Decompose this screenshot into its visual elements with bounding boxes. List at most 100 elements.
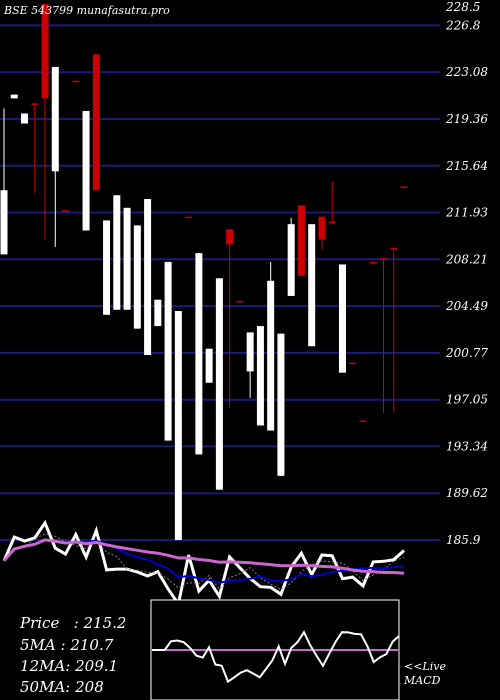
ma12-readout: 12MA: 209.1 [20, 657, 119, 675]
chart-title: BSE 543799 munafasutra.pro [4, 4, 170, 17]
y-tick-label: 189.62 [446, 486, 488, 500]
macd-line [152, 630, 400, 684]
candle-body [256, 326, 264, 426]
indicator-lines [2, 519, 406, 608]
candles [0, 4, 408, 540]
candle [236, 300, 244, 303]
candle [308, 224, 316, 347]
candle-body [287, 224, 295, 296]
candle [297, 205, 305, 276]
candle [369, 261, 377, 264]
candle [379, 258, 387, 413]
candle [21, 113, 29, 124]
candle [51, 66, 59, 247]
candle [72, 80, 80, 83]
candle [195, 253, 203, 455]
candle-body [349, 362, 357, 365]
ma12-value: 209.1 [75, 657, 119, 675]
macd-label: MACD [404, 674, 441, 687]
candle [267, 261, 275, 431]
candle [154, 299, 162, 327]
candle-body [82, 110, 90, 231]
price-line [2, 519, 406, 608]
ma5-readout: 5MA : 210.7 [20, 636, 114, 654]
candle-body [215, 278, 223, 490]
y-axis-labels: 228.5 226.8 223.08 219.36 215.64 211.93 208.21… [445, 0, 488, 547]
candle-body [10, 94, 18, 99]
candle-body [297, 205, 305, 276]
y-tick-label: 226.8 [445, 18, 481, 32]
price-readout: Price : 215.2 [20, 614, 127, 632]
y-tick-label: 228.5 [445, 0, 480, 14]
candle-body [92, 54, 100, 191]
candle-body [318, 216, 326, 240]
y-tick-label: 197.05 [446, 393, 488, 407]
candle [144, 199, 152, 356]
candle-body [113, 195, 121, 310]
candle [277, 333, 285, 476]
candle-body [154, 299, 162, 327]
ma50-readout: 50MA: 208 [20, 678, 104, 696]
candle-body [195, 253, 203, 455]
candle [390, 248, 398, 413]
y-tick-label: 219.36 [445, 112, 488, 126]
candle-body [359, 420, 367, 422]
candle-body [369, 261, 377, 264]
candle [10, 94, 18, 99]
candle-body [277, 333, 285, 476]
price-label: Price [20, 614, 60, 632]
candle-body [164, 261, 172, 441]
ma50-value: 208 [75, 678, 104, 696]
ma5-label: 5MA [20, 636, 56, 654]
candle [113, 195, 121, 310]
candle-body [0, 190, 8, 255]
candle [31, 103, 39, 193]
ma5-value: 210.7 [70, 636, 114, 654]
candle [82, 110, 90, 231]
candle [246, 332, 254, 398]
candle [287, 217, 295, 296]
candle-body [390, 248, 398, 250]
candle-body [308, 224, 316, 347]
candle-body [400, 186, 408, 188]
ma50-label: 50MA [20, 678, 66, 696]
candle-body [328, 221, 336, 224]
candle [164, 261, 172, 441]
macd-lines [152, 630, 400, 684]
candle [359, 420, 367, 422]
candle-body [185, 216, 193, 219]
candle-body [267, 280, 275, 431]
y-tick-label: 185.9 [446, 533, 481, 547]
live-label: <<Live [404, 660, 446, 673]
candle [205, 348, 213, 383]
ma50-line [2, 538, 405, 575]
candle [41, 4, 49, 240]
y-tick-label: 211.93 [445, 205, 488, 219]
candle-body [226, 229, 234, 245]
y-tick-label: 215.64 [445, 159, 488, 173]
candle-body [123, 207, 131, 310]
candle [256, 326, 264, 426]
candle-body [174, 311, 182, 540]
y-tick-label: 204.49 [445, 299, 488, 313]
y-tick-label: 208.21 [445, 252, 488, 266]
candle-body [31, 103, 39, 105]
candle [123, 207, 131, 310]
price-value: 215.2 [83, 614, 127, 632]
candle [349, 362, 357, 365]
candle-body [72, 80, 80, 83]
candle [133, 225, 141, 329]
ma12-label: 12MA [20, 657, 66, 675]
candle-body [246, 332, 254, 372]
candle-body [41, 4, 49, 99]
candle [0, 108, 8, 255]
candle [103, 220, 111, 315]
candle-body [21, 113, 29, 124]
candle [400, 186, 408, 188]
candle [318, 216, 326, 250]
candle [215, 278, 223, 490]
candle-body [51, 66, 59, 172]
candle [174, 311, 182, 540]
